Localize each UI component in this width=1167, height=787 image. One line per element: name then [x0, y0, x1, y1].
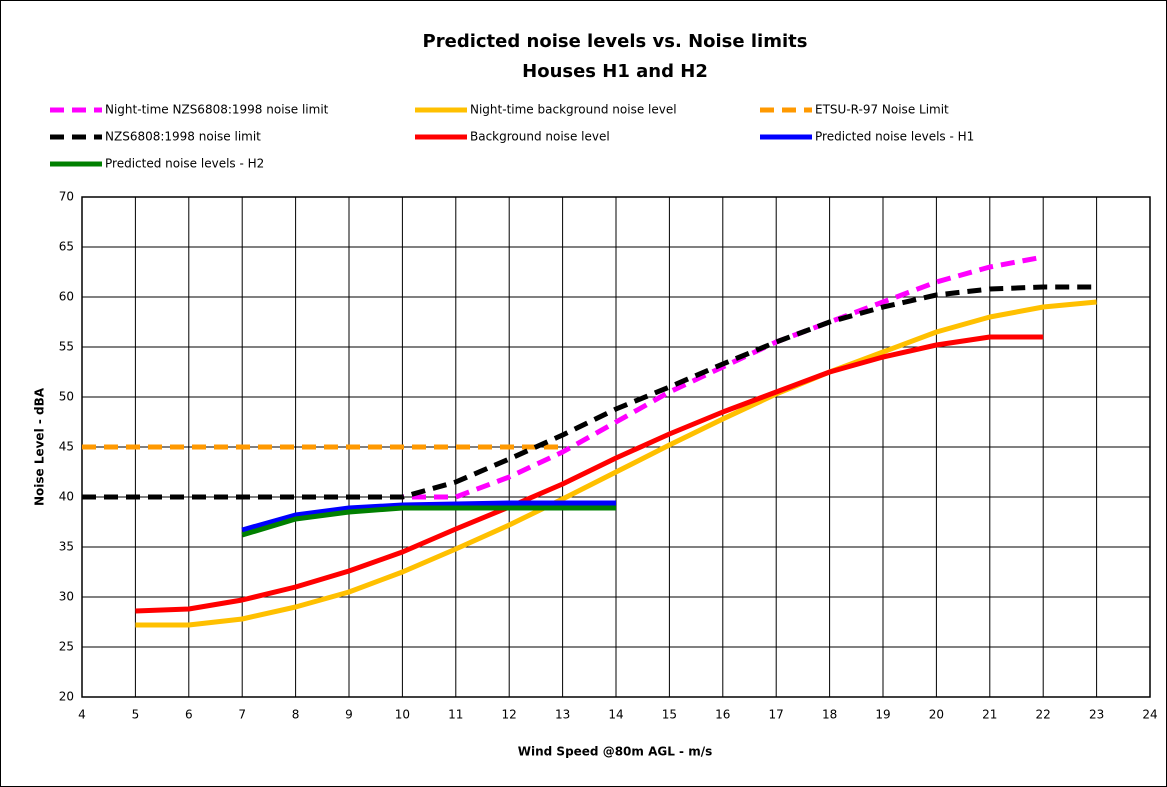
y-tick-label: 60: [59, 290, 74, 304]
x-tick-label: 17: [769, 708, 784, 722]
y-tick-label: 55: [59, 340, 74, 354]
x-tick-label: 7: [238, 708, 246, 722]
x-tick-label: 16: [715, 708, 730, 722]
y-tick-label: 65: [59, 240, 74, 254]
x-tick-label: 21: [982, 708, 997, 722]
y-tick-label: 30: [59, 590, 74, 604]
x-tick-label: 23: [1089, 708, 1104, 722]
series-line: [241, 505, 616, 538]
x-tick-label: 22: [1036, 708, 1051, 722]
x-tick-label: 6: [185, 708, 193, 722]
x-tick-label: 18: [822, 708, 837, 722]
legend-text: Night-time NZS6808:1998 noise limit: [105, 103, 329, 117]
x-tick-label: 10: [395, 708, 410, 722]
x-tick-label: 20: [929, 708, 944, 722]
series-line: [135, 334, 1044, 614]
x-axis-label: Wind Speed @80m AGL - m/s: [518, 745, 712, 759]
x-tick-label: 15: [662, 708, 677, 722]
x-tick-label: 9: [345, 708, 353, 722]
y-tick-label: 70: [59, 190, 74, 204]
x-tick-label: 5: [132, 708, 140, 722]
x-tick-label: 11: [448, 708, 463, 722]
x-tick-label: 4: [78, 708, 86, 722]
legend-text: Background noise level: [470, 130, 610, 144]
x-tick-label: 13: [555, 708, 570, 722]
y-tick-label: 45: [59, 440, 74, 454]
y-axis-label: Noise Level - dBA: [33, 387, 47, 506]
x-tick-label: 14: [608, 708, 623, 722]
y-tick-label: 50: [59, 390, 74, 404]
y-tick-label: 40: [59, 490, 74, 504]
chart-title: Predicted noise levels vs. Noise limits: [423, 31, 808, 52]
x-tick-label: 8: [292, 708, 300, 722]
legend-text: ETSU-R-97 Noise Limit: [815, 103, 949, 117]
y-tick-label: 35: [59, 540, 74, 554]
chart-subtitle: Houses H1 and H2: [522, 61, 708, 82]
legend-text: Predicted noise levels - H2: [105, 157, 264, 171]
legend-text: Night-time background noise level: [470, 103, 677, 117]
legend-text: NZS6808:1998 noise limit: [105, 130, 261, 144]
series-line: [82, 284, 1097, 500]
legend-text: Predicted noise levels - H1: [815, 130, 974, 144]
y-tick-label: 25: [59, 640, 74, 654]
series-line: [135, 299, 1097, 628]
series-line: [241, 500, 616, 533]
x-tick-label: 24: [1142, 708, 1157, 722]
x-tick-label: 19: [875, 708, 890, 722]
y-tick-label: 20: [59, 690, 74, 704]
x-tick-label: 12: [502, 708, 517, 722]
